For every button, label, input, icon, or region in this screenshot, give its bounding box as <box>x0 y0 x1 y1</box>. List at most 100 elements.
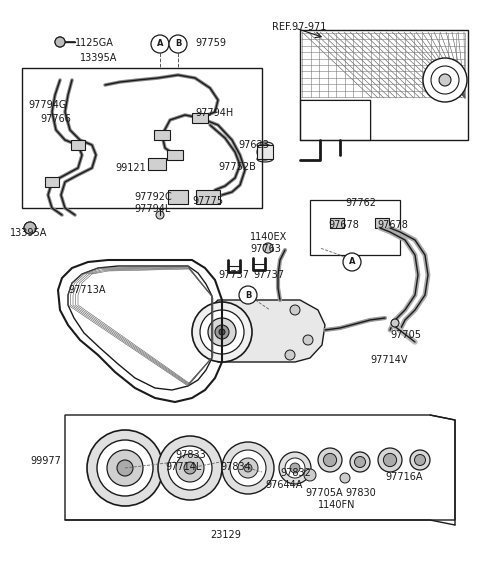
Text: 97834: 97834 <box>220 462 251 472</box>
Text: 13395A: 13395A <box>10 228 48 238</box>
Circle shape <box>238 458 258 478</box>
Circle shape <box>290 305 300 315</box>
Circle shape <box>303 335 313 345</box>
Circle shape <box>343 253 361 271</box>
Circle shape <box>384 454 396 466</box>
Text: 97678: 97678 <box>377 220 408 230</box>
Text: REF.97-971: REF.97-971 <box>272 22 326 32</box>
Bar <box>148 158 166 170</box>
Circle shape <box>318 448 342 472</box>
Ellipse shape <box>257 142 273 148</box>
Text: 1125GA: 1125GA <box>75 38 114 48</box>
Circle shape <box>97 440 153 496</box>
Text: 97623: 97623 <box>238 140 269 150</box>
Circle shape <box>415 455 425 466</box>
Circle shape <box>169 35 187 53</box>
Circle shape <box>208 318 236 346</box>
Circle shape <box>439 74 451 86</box>
Bar <box>310 200 400 255</box>
Polygon shape <box>202 300 325 362</box>
Text: 97794L: 97794L <box>134 204 170 214</box>
Circle shape <box>350 452 370 472</box>
Circle shape <box>230 450 266 486</box>
Text: 97792C: 97792C <box>134 192 172 202</box>
Text: 1140FN: 1140FN <box>318 500 356 510</box>
Text: 23129: 23129 <box>210 530 241 540</box>
Text: 97678: 97678 <box>328 220 359 230</box>
Circle shape <box>324 454 336 466</box>
Bar <box>45 177 59 187</box>
Polygon shape <box>300 30 468 140</box>
Text: B: B <box>245 291 251 299</box>
Bar <box>22 68 262 208</box>
Circle shape <box>423 58 467 102</box>
Circle shape <box>176 454 204 482</box>
Bar <box>167 150 183 160</box>
Circle shape <box>151 35 169 53</box>
Circle shape <box>222 442 274 494</box>
Bar <box>71 140 85 150</box>
Text: 97763: 97763 <box>250 244 281 254</box>
Bar <box>330 218 344 228</box>
Bar <box>375 218 389 228</box>
Circle shape <box>158 436 222 500</box>
Text: 97794G: 97794G <box>28 100 66 110</box>
Circle shape <box>184 462 196 474</box>
Circle shape <box>263 243 273 253</box>
Text: 99121: 99121 <box>115 163 146 173</box>
Bar <box>257 145 273 159</box>
Text: 97762: 97762 <box>345 198 376 208</box>
Circle shape <box>192 302 252 362</box>
Text: 97737: 97737 <box>253 270 284 280</box>
Circle shape <box>117 460 133 476</box>
Text: 97830: 97830 <box>345 488 376 498</box>
Circle shape <box>244 464 252 472</box>
Circle shape <box>340 473 350 483</box>
Text: 1140EX: 1140EX <box>250 232 287 242</box>
Text: 97716A: 97716A <box>385 472 422 482</box>
Text: 97644A: 97644A <box>265 480 302 490</box>
Circle shape <box>285 350 295 360</box>
Text: 97759: 97759 <box>195 38 226 48</box>
Text: 97752B: 97752B <box>218 162 256 172</box>
Circle shape <box>391 319 399 327</box>
Circle shape <box>87 430 163 506</box>
Text: A: A <box>157 39 163 49</box>
Circle shape <box>290 463 300 473</box>
Circle shape <box>107 450 143 486</box>
Text: 97737: 97737 <box>218 270 249 280</box>
Bar <box>192 113 208 123</box>
Circle shape <box>24 222 36 234</box>
Circle shape <box>239 286 257 304</box>
Polygon shape <box>300 100 370 140</box>
Circle shape <box>156 211 164 219</box>
Text: 97705: 97705 <box>390 330 421 340</box>
Circle shape <box>304 469 316 481</box>
Text: 99977: 99977 <box>30 456 61 466</box>
Text: A: A <box>349 258 355 266</box>
Text: 13395A: 13395A <box>80 53 118 63</box>
Circle shape <box>24 222 36 234</box>
Circle shape <box>219 329 225 335</box>
Circle shape <box>55 37 65 47</box>
Text: 97713A: 97713A <box>68 285 106 295</box>
Bar <box>154 130 170 140</box>
Polygon shape <box>65 415 455 520</box>
Circle shape <box>279 452 311 484</box>
Text: B: B <box>175 39 181 49</box>
Bar <box>168 190 188 204</box>
Ellipse shape <box>257 156 273 162</box>
Circle shape <box>257 144 273 160</box>
Bar <box>196 190 220 204</box>
Text: 97705A: 97705A <box>305 488 343 498</box>
Circle shape <box>55 37 65 47</box>
Circle shape <box>355 456 365 467</box>
Circle shape <box>285 458 305 478</box>
Circle shape <box>410 450 430 470</box>
Text: 97833: 97833 <box>175 450 206 460</box>
Circle shape <box>378 448 402 472</box>
Circle shape <box>200 310 244 354</box>
Text: 97832: 97832 <box>280 468 311 478</box>
Text: 97714V: 97714V <box>370 355 408 365</box>
Circle shape <box>215 325 229 339</box>
